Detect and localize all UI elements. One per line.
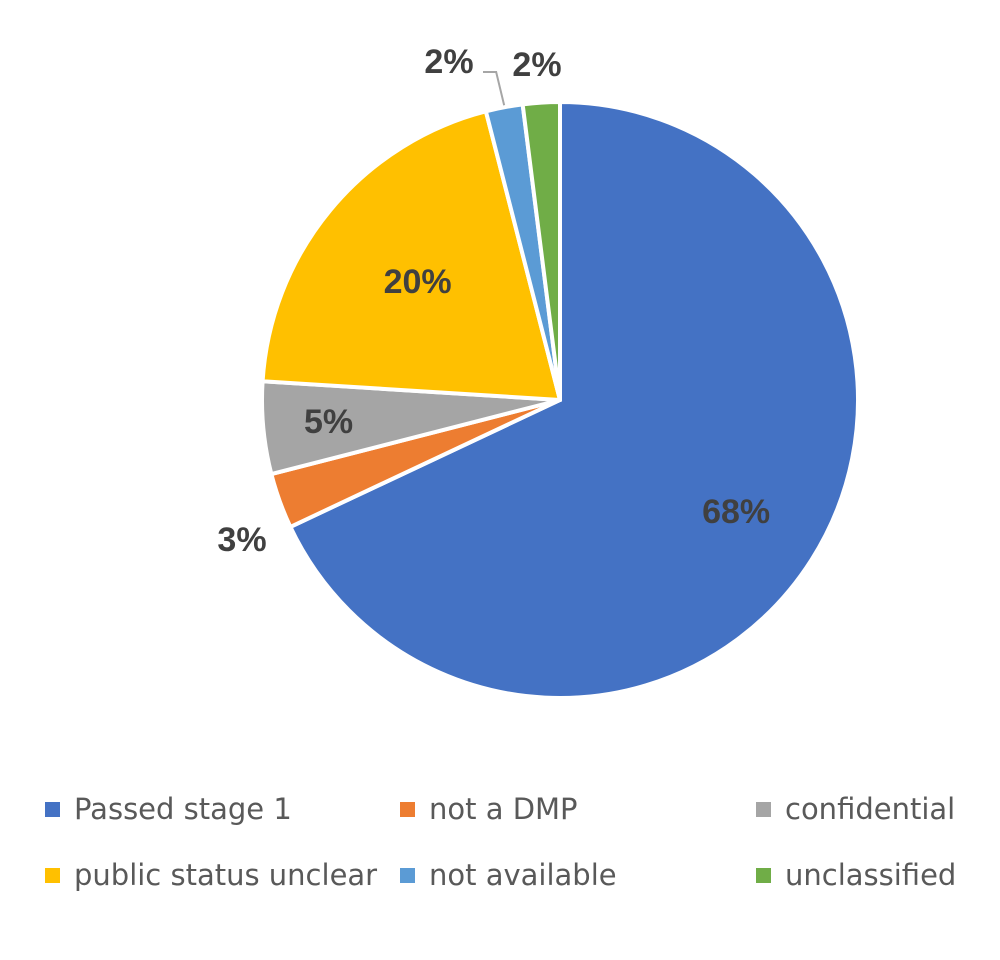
pie-slice-public-status-unclear (260, 109, 562, 402)
legend-label-not-available: not available (429, 858, 617, 892)
slices-group (260, 100, 860, 700)
legend-swatch-confidential (756, 801, 771, 817)
legend-item-confidential: confidential (756, 792, 955, 826)
legend-swatch-passed-stage-1 (45, 801, 60, 817)
data-labels-group: 68% 3% 5% 20% 2% 2% (217, 43, 770, 559)
pie-slice-passed-stage-1 (288, 100, 860, 700)
leader-line-not-available (483, 71, 506, 106)
legend-swatch-public-status-unclear (45, 867, 60, 883)
legend-item-not-a-dmp: not a DMP (400, 792, 578, 826)
legend-item-unclassified: unclassified (756, 858, 956, 892)
legend-label-not-a-dmp: not a DMP (429, 792, 578, 826)
data-label-passed-stage-1: 68% (702, 493, 770, 531)
legend-swatch-unclassified (756, 867, 771, 883)
data-label-not-a-dmp: 3% (217, 521, 266, 559)
legend-swatch-not-a-dmp (400, 801, 415, 817)
legend-item-public-status-unclear: public status unclear (45, 858, 377, 892)
legend-item-not-available: not available (400, 858, 617, 892)
pie-slice-unclassified (520, 100, 562, 402)
legend-label-passed-stage-1: Passed stage 1 (74, 792, 292, 826)
leader-lines-group (483, 71, 506, 106)
legend-label-unclassified: unclassified (785, 858, 957, 892)
pie-plot-area: 68% 3% 5% 20% 2% 2% (217, 43, 860, 700)
data-label-unclassified: 2% (512, 46, 561, 84)
legend: Passed stage 1 not a DMP confidential publi… (0, 790, 1000, 950)
legend-item-passed-stage-1: Passed stage 1 (45, 792, 292, 826)
legend-label-confidential: confidential (785, 792, 956, 826)
data-label-confidential: 5% (304, 403, 353, 441)
data-label-public-status-unclear: 20% (384, 263, 452, 301)
legend-swatch-not-available (400, 867, 415, 883)
legend-label-public-status-unclear: public status unclear (74, 858, 378, 892)
data-label-not-available: 2% (424, 43, 473, 81)
